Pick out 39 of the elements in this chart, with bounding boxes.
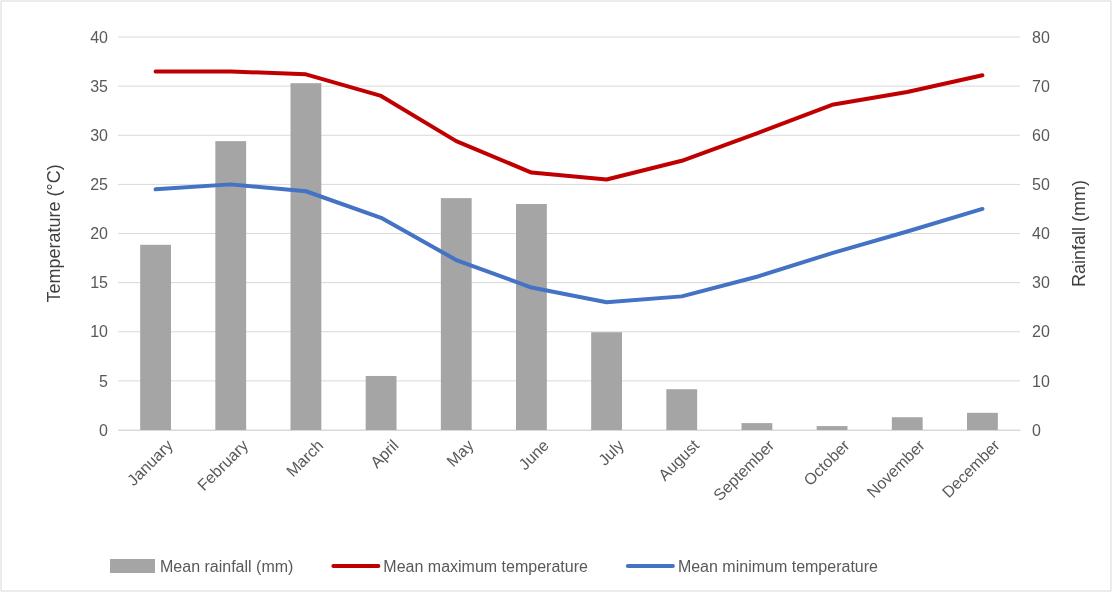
bar	[290, 83, 322, 430]
x-tick-label: May	[443, 436, 477, 470]
y2-tick-label: 0	[1032, 421, 1041, 439]
line-series	[153, 182, 985, 305]
bar	[365, 375, 397, 430]
bar	[741, 423, 773, 430]
legend-label: Mean minimum temperature	[677, 557, 879, 575]
y-tick-label: 35	[90, 77, 109, 95]
bar	[516, 204, 547, 430]
y2-tick-label: 40	[1032, 225, 1050, 243]
y2-tick-label: 80	[1032, 28, 1050, 46]
y2-tick-label: 20	[1032, 323, 1050, 341]
y-tick-label: 15	[90, 274, 109, 292]
bar	[440, 198, 472, 430]
bar	[215, 141, 247, 430]
y2-tick-label: 10	[1032, 372, 1050, 390]
y-tick-label: 25	[90, 175, 109, 193]
y2-tick-label: 70	[1032, 77, 1050, 95]
y-tick-label: 0	[99, 421, 109, 439]
bar	[591, 332, 622, 430]
y2-axis-title: Rainfall (mm)	[1069, 179, 1089, 288]
y-tick-label: 20	[90, 225, 109, 243]
y2-tick-label: 50	[1032, 175, 1050, 193]
legend-label: Mean rainfall (mm)	[160, 557, 294, 575]
y-tick-label: 40	[90, 28, 109, 46]
y-axis-title: Temperature (°C)	[44, 164, 64, 303]
legend-label: Mean maximum temperature	[383, 557, 588, 575]
x-tick-label: July	[595, 436, 628, 469]
y-tick-label: 5	[99, 372, 109, 390]
y2-tick-label: 60	[1032, 126, 1050, 144]
line-series	[153, 69, 985, 182]
y2-tick-label: 30	[1032, 274, 1050, 292]
y-tick-label: 10	[90, 323, 109, 341]
bar	[816, 426, 848, 430]
bar	[967, 412, 998, 430]
bar	[891, 417, 923, 430]
y-tick-label: 30	[90, 126, 109, 144]
bar	[666, 389, 698, 430]
bar	[140, 244, 171, 430]
